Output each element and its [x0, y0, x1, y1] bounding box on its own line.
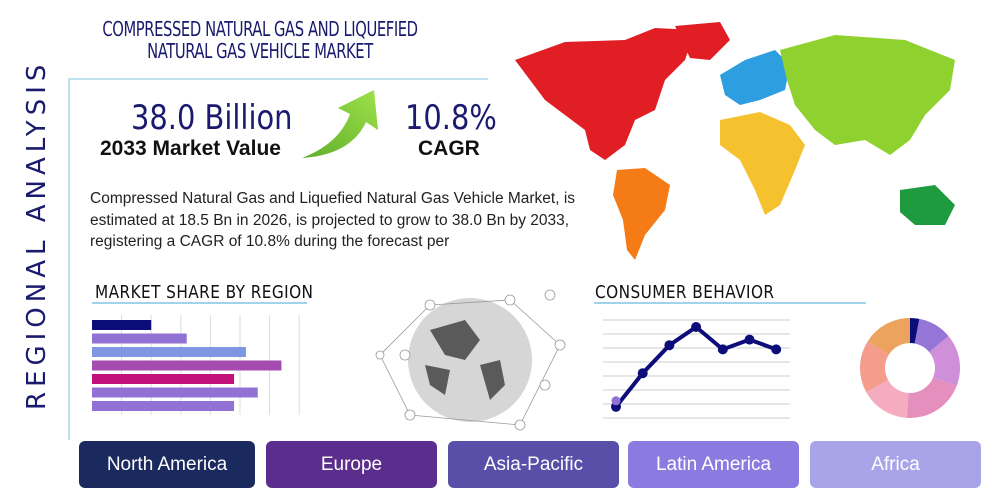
data-point: [664, 340, 675, 351]
bar: [92, 401, 235, 411]
frame-divider: [68, 78, 70, 440]
consumer-donut-chart: [860, 318, 960, 418]
frame-divider: [68, 78, 488, 80]
donut-slice: [867, 318, 910, 355]
region-label: Asia-Pacific: [483, 453, 584, 475]
data-point: [611, 396, 621, 406]
region-label: Latin America: [655, 453, 772, 475]
data-point: [637, 368, 648, 379]
donut-slice: [860, 341, 889, 393]
donut-slice: [906, 377, 957, 418]
data-point: [717, 344, 728, 355]
region-button-europe[interactable]: Europe: [266, 441, 437, 488]
market-value: 38.0 Billion: [131, 98, 293, 138]
market-share-bar-chart: [92, 315, 300, 415]
region-button-asia-pacific[interactable]: Asia-Pacific: [448, 441, 619, 488]
bar: [92, 360, 282, 371]
network-globe-icon: [375, 289, 566, 431]
growth-arrow-icon: [302, 90, 378, 158]
consumer-behavior-heading: CONSUMER BEHAVIOR: [595, 282, 775, 303]
data-point: [744, 334, 755, 345]
consumer-line-chart: [603, 319, 790, 419]
bar: [92, 387, 258, 398]
heading-underline: [92, 302, 307, 304]
region-button-north-america[interactable]: North America: [79, 441, 255, 488]
region-label: Europe: [320, 453, 383, 475]
page-title: COMPRESSED NATURAL GAS AND LIQUEFIED NAT…: [102, 17, 418, 63]
market-value-label: 2033 Market Value: [100, 137, 281, 160]
bar: [92, 333, 187, 344]
donut-slice: [910, 318, 920, 344]
region-label: North America: [106, 453, 228, 475]
bar: [92, 374, 235, 384]
world-map: [515, 22, 955, 260]
bar: [92, 347, 246, 357]
data-point: [691, 322, 702, 332]
donut-slice: [929, 336, 960, 387]
bar: [92, 320, 152, 330]
region-button-africa[interactable]: Africa: [810, 441, 981, 488]
market-share-heading: MARKET SHARE BY REGION: [95, 282, 314, 303]
cagr-value: 10.8%: [405, 98, 497, 138]
region-button-latin-america[interactable]: Latin America: [628, 441, 799, 488]
heading-underline: [594, 302, 866, 304]
cagr-label: CAGR: [418, 137, 480, 160]
donut-slice: [866, 380, 909, 418]
data-point: [771, 344, 782, 355]
description: Compressed Natural Gas and Liquefied Nat…: [90, 190, 576, 250]
donut-slice: [914, 318, 949, 353]
side-label: REGIONAL ANALYSIS: [22, 59, 52, 410]
region-label: Africa: [871, 453, 920, 475]
